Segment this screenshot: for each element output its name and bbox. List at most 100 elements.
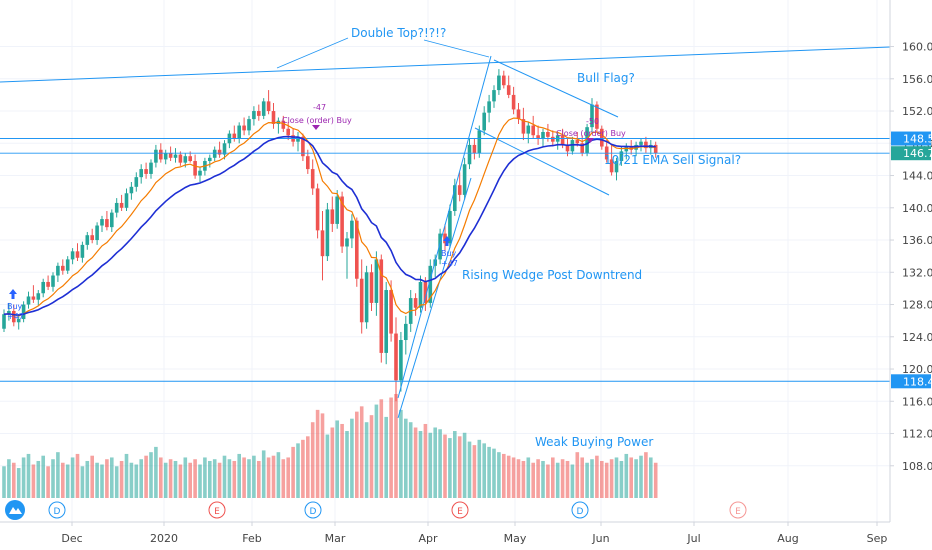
volume-bar — [325, 434, 330, 498]
price-tick-label: 120.00 — [902, 363, 932, 376]
volume-bar — [46, 466, 50, 498]
volume-bar — [345, 431, 349, 498]
candle-body — [232, 133, 237, 139]
price-axis-bg — [890, 0, 932, 550]
candle-body — [428, 265, 433, 303]
candle-body — [467, 144, 472, 165]
candle-body — [114, 202, 119, 213]
volume-bar — [555, 462, 560, 498]
candle-body — [222, 143, 227, 155]
candle-body — [590, 104, 594, 128]
annotations: Double Top?!?!? Bull Flag? 10/21 EMA Sell … — [351, 26, 741, 449]
candle-body — [443, 233, 447, 244]
volume-bar — [178, 464, 183, 498]
volume-bar — [541, 460, 545, 498]
volume-bar — [257, 460, 261, 498]
ema-10-line — [3, 117, 656, 317]
candle-body — [335, 196, 339, 224]
volume-bar — [114, 466, 119, 498]
volume-bar — [600, 460, 604, 498]
volume-bar — [144, 455, 148, 498]
volume-bar — [7, 459, 11, 498]
time-tick-label: Sep — [867, 532, 888, 545]
close-label: Close (order) Buy — [556, 129, 626, 138]
candle-body — [119, 202, 124, 208]
volume-bar — [364, 422, 369, 498]
volume-bar — [511, 457, 516, 498]
candle-body — [198, 170, 202, 176]
candle-body — [21, 304, 26, 320]
time-tick-label: Dec — [61, 532, 82, 545]
candle-body — [595, 104, 599, 129]
volume-bar — [462, 432, 467, 498]
candle-body — [252, 111, 256, 120]
volume-bar — [438, 429, 442, 498]
candle-body — [536, 135, 540, 139]
candle-body — [75, 251, 80, 258]
volume-bar — [330, 427, 335, 498]
volume-bar — [159, 457, 163, 498]
candle-body — [531, 125, 535, 136]
volume-bar — [61, 462, 65, 498]
candle-body — [247, 119, 251, 131]
candle-body — [7, 310, 11, 315]
candle-body — [502, 75, 506, 86]
buy-label: Buy — [7, 302, 23, 311]
time-tick-label: Jun — [591, 532, 609, 545]
volume-bar — [629, 457, 633, 498]
price-tick-label: 132.00 — [902, 266, 932, 279]
volume-bar — [497, 452, 501, 498]
volume-bar — [433, 427, 437, 498]
candle-body — [521, 119, 526, 134]
candle-body — [570, 140, 575, 152]
candle-body — [173, 154, 178, 158]
buy-qty: +47 — [7, 312, 24, 321]
candle-body — [404, 323, 408, 341]
candle-body — [46, 281, 50, 287]
price-tick-label: 112.00 — [902, 428, 932, 441]
event-marker-label: D — [577, 507, 584, 517]
volume-bar — [423, 423, 428, 498]
volume-bar — [26, 453, 31, 498]
candle-body — [457, 185, 462, 195]
volume-bar — [222, 455, 227, 498]
volume-bar — [75, 453, 80, 498]
volume-bar — [100, 464, 104, 498]
candle-body — [355, 220, 359, 279]
volume-bar — [467, 441, 472, 498]
volume-bar — [335, 420, 339, 498]
price-tick-label: 156.00 — [902, 73, 932, 86]
volume-bar — [482, 443, 486, 498]
candle-body — [379, 259, 384, 353]
candle-body — [399, 340, 403, 381]
price-tick-label: 144.00 — [902, 170, 932, 183]
volume-bar — [203, 457, 207, 498]
candle-body — [477, 130, 482, 153]
event-marker-label: E — [214, 507, 220, 517]
double-top-arrow-right — [423, 39, 490, 58]
volume-bar — [565, 460, 570, 498]
volume-bar — [653, 462, 658, 498]
price-tick-label: 128.00 — [902, 299, 932, 312]
volume-bar — [252, 455, 256, 498]
volume-bar — [301, 439, 305, 498]
volume-bar — [286, 457, 290, 498]
candle-body — [159, 149, 163, 160]
time-tick-label: Apr — [418, 532, 438, 545]
volume-bar — [546, 464, 550, 498]
candle-body — [369, 272, 374, 303]
candle-body — [350, 220, 354, 239]
candle-body — [315, 188, 320, 231]
price-tick-label: 160.00 — [902, 41, 932, 54]
volume-bar — [374, 404, 379, 498]
price-label-text: 146.77 — [903, 147, 932, 160]
event-marker-icon — [48, 501, 66, 519]
candle-body — [526, 125, 531, 134]
close-qty: -50 — [586, 117, 599, 126]
volume-bar — [276, 452, 281, 498]
candle-body — [413, 298, 418, 308]
volume-bar — [389, 397, 393, 498]
candle-body — [124, 193, 129, 208]
time-tick-label: Jul — [686, 532, 700, 545]
